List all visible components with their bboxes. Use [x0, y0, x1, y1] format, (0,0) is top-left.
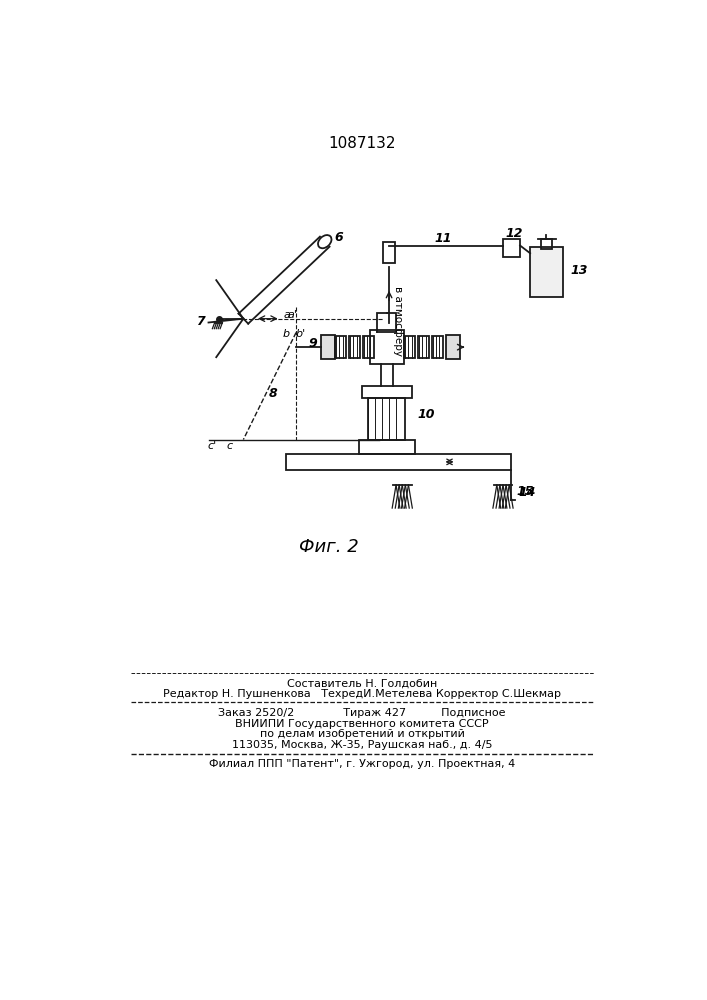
Bar: [378, 313, 396, 332]
Text: 6: 6: [335, 231, 344, 244]
Bar: [503, 239, 520, 257]
Text: в атмосферу: в атмосферу: [393, 286, 404, 356]
Text: b': b': [296, 329, 306, 339]
Text: 7: 7: [196, 315, 204, 328]
Text: 13: 13: [571, 264, 588, 277]
Bar: [286, 454, 510, 470]
Text: 11: 11: [435, 232, 452, 245]
Bar: [445, 335, 460, 359]
Text: Составитель Н. Голдобин: Составитель Н. Голдобин: [287, 679, 437, 689]
Text: ВНИИПИ Государственного комитета СССР: ВНИИПИ Государственного комитета СССР: [235, 719, 489, 729]
Bar: [404, 336, 414, 358]
Bar: [335, 336, 346, 358]
Text: Заказ 2520/2              Тираж 427          Подписное: Заказ 2520/2 Тираж 427 Подписное: [218, 708, 506, 718]
Bar: [362, 386, 411, 398]
Text: c': c': [208, 441, 217, 451]
Text: 12: 12: [505, 227, 522, 240]
Text: по делам изобретений и открытий: по делам изобретений и открытий: [259, 729, 464, 739]
Bar: [368, 398, 405, 440]
Text: a: a: [284, 310, 290, 320]
Text: 14: 14: [518, 486, 536, 499]
Bar: [383, 242, 395, 263]
Text: 8: 8: [269, 387, 277, 400]
Bar: [541, 239, 552, 249]
Text: Фиг. 2: Фиг. 2: [299, 538, 358, 556]
Bar: [530, 247, 563, 297]
Text: a': a': [288, 310, 298, 320]
Text: Редактор Н. Пушненкова   ТехредИ.Метелева Корректор С.Шекмар: Редактор Н. Пушненкова ТехредИ.Метелева …: [163, 689, 561, 699]
Text: 15: 15: [517, 485, 534, 498]
Bar: [432, 336, 443, 358]
Bar: [418, 336, 428, 358]
Text: c: c: [226, 441, 233, 451]
Text: 113035, Москва, Ж-35, Раушская наб., д. 4/5: 113035, Москва, Ж-35, Раушская наб., д. …: [232, 740, 492, 750]
Bar: [349, 336, 360, 358]
Text: Филиал ППП "Патент", г. Ужгород, ул. Проектная, 4: Филиал ППП "Патент", г. Ужгород, ул. Про…: [209, 759, 515, 769]
Text: 9: 9: [308, 337, 317, 350]
Bar: [359, 440, 414, 454]
Bar: [363, 336, 373, 358]
Text: 10: 10: [418, 408, 436, 421]
Text: b: b: [282, 329, 290, 339]
Bar: [370, 330, 404, 364]
Text: 1087132: 1087132: [328, 136, 396, 151]
Bar: [321, 335, 335, 359]
